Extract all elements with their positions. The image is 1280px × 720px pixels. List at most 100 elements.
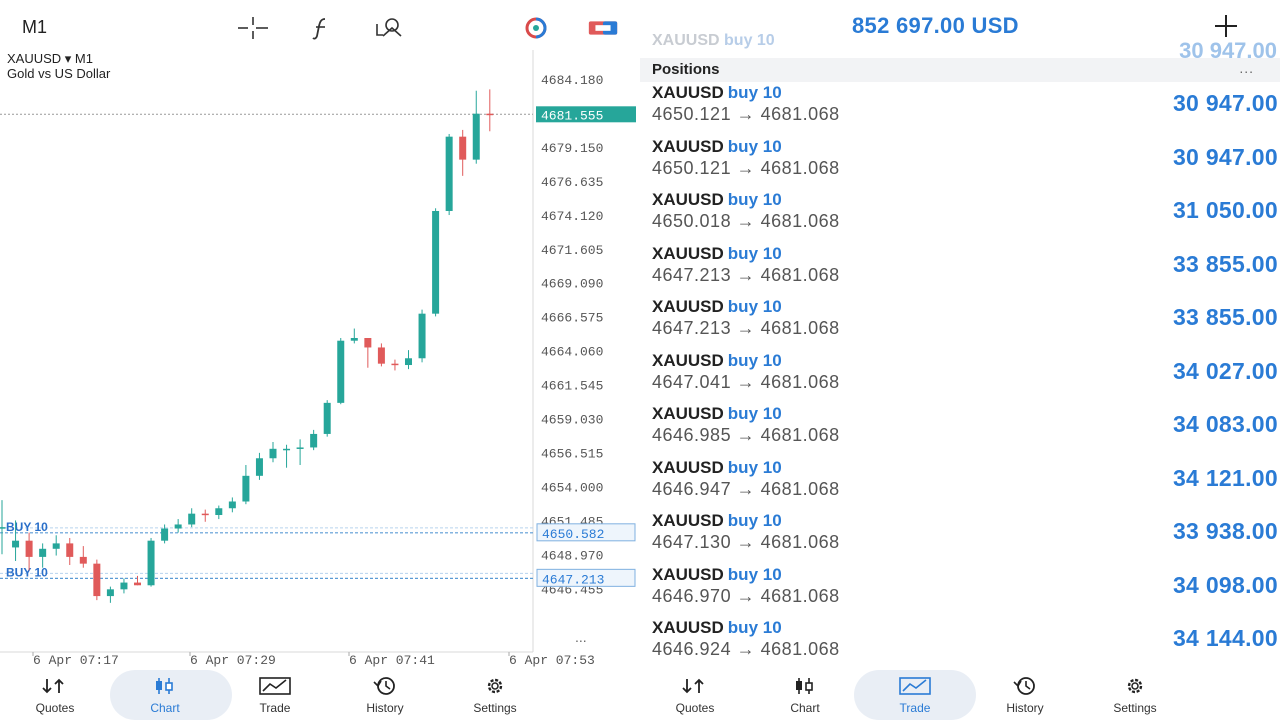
order-price-badge	[536, 568, 636, 587]
nav-label: Quotes	[675, 700, 715, 715]
candle-body	[486, 113, 494, 116]
trade-icon	[258, 676, 292, 699]
positions-list: XAUUSD buy 10 4650.121 → 4681.068 30 947.…	[640, 82, 1280, 671]
position-symbol: XAUUSD	[652, 404, 724, 423]
nav-chart[interactable]: Chart	[110, 670, 232, 720]
new-order-button[interactable]	[1206, 12, 1246, 44]
position-symbol: XAUUSD	[652, 243, 724, 263]
position-row[interactable]: XAUUSD buy 10 4646.947 → 4681.068 34 121.…	[640, 457, 1280, 511]
current-price: 4681.068	[760, 157, 840, 178]
open-price: 4646.924	[652, 639, 732, 659]
current-price-badge	[536, 106, 636, 123]
candle-body	[364, 338, 372, 348]
positions-title: Positions	[652, 61, 720, 78]
candle-body	[445, 136, 453, 211]
color-scheme-icon[interactable]	[519, 14, 553, 42]
chart-toolbar: M1	[0, 0, 640, 52]
current-price: 4681.068	[760, 371, 840, 392]
position-row[interactable]: XAUUSD buy 10 4646.970 → 4681.068 34 098.…	[640, 564, 1280, 618]
nav-chart[interactable]: Chart	[750, 670, 860, 720]
position-side: buy 10	[727, 564, 782, 584]
settings-icon	[1118, 676, 1152, 699]
more-icon[interactable]: ...	[1239, 60, 1254, 76]
position-row[interactable]: XAUUSD buy 10 4647.130 → 4681.068 33 938.…	[640, 510, 1280, 564]
candle-body	[25, 540, 33, 557]
nav-history[interactable]: History	[970, 670, 1080, 720]
price-tick-label: 4669.090	[541, 277, 603, 292]
positions-header: Positions ...	[640, 58, 1280, 82]
indicators-icon[interactable]	[304, 14, 338, 42]
open-price: 4647.213	[652, 318, 732, 338]
bottom-navigation-right: Quotes Chart Trade	[640, 670, 1190, 720]
scale-more-icon: ...	[575, 629, 587, 645]
nav-label: Trade	[259, 700, 291, 715]
position-symbol: XAUUSD	[652, 511, 724, 530]
position-profit: 34 027.00	[1172, 357, 1278, 384]
position-row[interactable]: XAUUSD buy 10 4646.924 → 4681.068 34 144.…	[640, 617, 1280, 671]
order-line-label: BUY 10	[6, 520, 48, 534]
nav-label: Chart	[790, 700, 820, 715]
nav-history[interactable]: History	[330, 670, 440, 720]
candle-body	[66, 543, 74, 557]
candle-body	[52, 543, 60, 549]
position-profit: 31 050.00	[1172, 197, 1278, 223]
arrow-icon: →	[736, 532, 756, 552]
order-price-badge	[536, 523, 636, 542]
scrolling-position-ghost: XAUUSD buy 10	[652, 32, 775, 50]
candle-body	[405, 358, 412, 366]
trade-toggle-icon[interactable]	[586, 14, 620, 42]
candle-body	[391, 363, 399, 366]
position-symbol-line: XAUUSD buy 10	[652, 351, 782, 371]
position-prices: 4650.121 → 4681.068	[652, 158, 840, 179]
current-price: 4681.068	[760, 532, 840, 552]
nav-settings[interactable]: Settings	[440, 670, 550, 720]
candle-body	[39, 548, 47, 557]
arrow-icon: →	[736, 157, 756, 178]
arrow-icon: →	[736, 318, 756, 338]
candle-body	[418, 313, 426, 359]
position-symbol-line: XAUUSD buy 10	[652, 618, 782, 638]
position-symbol: XAUUSD	[652, 457, 724, 477]
position-row[interactable]: XAUUSD buy 10 4647.041 → 4681.068 34 027.…	[640, 350, 1280, 404]
position-prices: 4647.130 → 4681.068	[652, 532, 840, 553]
price-chart[interactable]: 4684.180 4679.150 4676.635 4674.120 4671.605…	[0, 0, 640, 670]
nav-label: History	[366, 700, 404, 715]
current-price-label: 4681.555	[541, 108, 603, 123]
position-profit: 30 947.00	[1172, 143, 1278, 170]
price-tick-label: 4664.060	[541, 345, 603, 360]
arrow-icon: →	[736, 425, 756, 445]
position-row[interactable]: XAUUSD buy 10 4647.213 → 4681.068 33 855.…	[640, 296, 1280, 350]
position-row[interactable]: XAUUSD buy 10 4650.018 → 4681.068 31 050.…	[640, 189, 1280, 243]
nav-quotes[interactable]: Quotes	[640, 670, 750, 720]
position-row[interactable]: XAUUSD buy 10 4647.213 → 4681.068 33 855.…	[640, 243, 1280, 297]
position-prices: 4650.018 → 4681.068	[652, 211, 840, 232]
nav-trade[interactable]: Trade	[854, 670, 976, 720]
nav-quotes[interactable]: Quotes	[0, 670, 110, 720]
candle-body	[337, 340, 345, 403]
order-line-label: BUY 10	[6, 565, 48, 579]
position-prices: 4646.985 → 4681.068	[652, 425, 840, 446]
position-row[interactable]: XAUUSD buy 10 4650.121 → 4681.068 30 947.…	[640, 136, 1280, 190]
open-price: 4647.213	[652, 264, 732, 285]
time-tick-label: 6 Apr 07:29	[190, 653, 276, 668]
ghost-side: buy 10	[724, 32, 775, 49]
chart-symbol-description: Gold vs US Dollar	[7, 66, 111, 81]
crosshair-icon[interactable]	[236, 14, 270, 42]
open-price: 4647.130	[652, 532, 732, 552]
history-icon	[1008, 676, 1042, 699]
nav-trade[interactable]: Trade	[220, 670, 330, 720]
open-price: 4646.970	[652, 585, 732, 606]
position-row[interactable]: XAUUSD buy 10 4646.985 → 4681.068 34 083.…	[640, 403, 1280, 457]
candle-body	[201, 513, 209, 516]
objects-icon[interactable]	[373, 14, 407, 42]
chart-symbol-title[interactable]: XAUUSD ▾ M1	[7, 51, 93, 66]
candle-body	[242, 475, 250, 502]
position-side: buy 10	[727, 83, 782, 102]
position-side: buy 10	[727, 457, 782, 477]
arrow-icon: →	[736, 264, 756, 285]
nav-settings[interactable]: Settings	[1080, 670, 1190, 720]
nav-label: Settings	[1113, 700, 1157, 715]
position-row[interactable]: XAUUSD buy 10 4650.121 → 4681.068 30 947.…	[640, 82, 1280, 136]
position-side: buy 10	[727, 404, 782, 423]
timeframe-button[interactable]: M1	[22, 17, 48, 37]
